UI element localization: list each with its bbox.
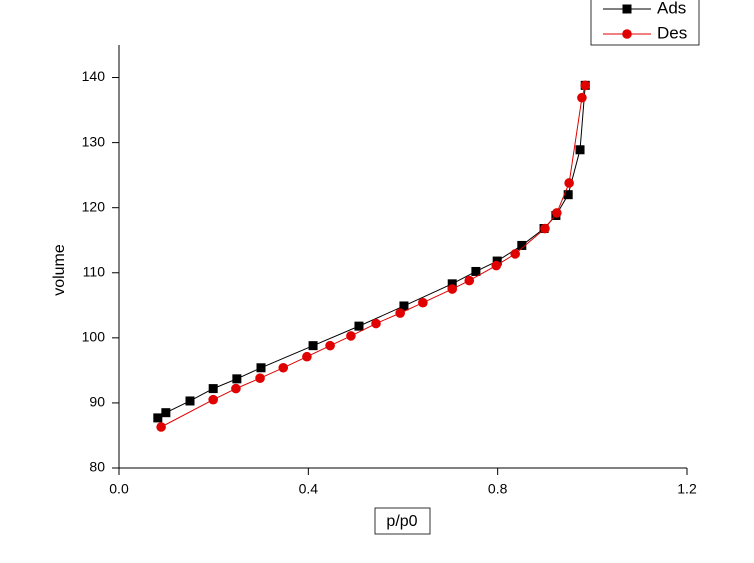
y-tick-label: 140 [82, 68, 106, 84]
data-point [302, 351, 312, 362]
y-tick-label: 100 [82, 329, 106, 345]
x-title-box [374, 507, 431, 535]
data-point [447, 284, 458, 294]
data-point [540, 223, 550, 234]
data-point [325, 340, 335, 351]
data-point [161, 408, 171, 418]
data-point [517, 240, 527, 250]
x-axis-title: p/p0 [386, 513, 417, 530]
data-point [354, 321, 364, 331]
data-point [471, 266, 481, 276]
data-point [231, 383, 241, 394]
y-tick-label: 90 [89, 394, 105, 410]
data-point [447, 279, 457, 289]
data-point [418, 297, 428, 308]
data-point [491, 260, 502, 271]
x-tick-label: 0.8 [488, 481, 508, 497]
series-line [157, 85, 586, 419]
data-point [552, 208, 562, 218]
data-point [208, 384, 218, 394]
data-point [399, 301, 409, 311]
data-point [278, 362, 289, 373]
data-point [563, 190, 573, 200]
x-tick-label: 0.4 [299, 481, 319, 497]
legend-marker [622, 4, 632, 14]
data-point [208, 394, 218, 405]
data-point [255, 373, 265, 383]
data-point [153, 413, 163, 423]
y-tick-label: 120 [82, 198, 106, 214]
data-point [564, 178, 574, 188]
legend-label: Ads [657, 0, 686, 17]
data-point [580, 80, 591, 91]
y-tick-label: 110 [83, 263, 106, 279]
data-point [510, 249, 520, 259]
data-point [371, 318, 381, 329]
x-tick-label: 1.2 [677, 481, 697, 497]
legend-marker [622, 29, 632, 39]
y-tick-label: 130 [82, 133, 106, 149]
x-tick-label: 0.0 [109, 481, 129, 497]
series-line [160, 85, 586, 428]
data-point [185, 396, 195, 406]
legend-box [590, 0, 700, 46]
y-tick-label: 80 [89, 459, 105, 475]
data-point [308, 341, 318, 351]
data-point [395, 308, 405, 318]
data-point [575, 145, 585, 155]
data-point [232, 374, 242, 384]
data-point [256, 363, 266, 373]
legend-label: Des [657, 23, 687, 42]
data-point [346, 331, 356, 341]
data-point [577, 92, 587, 103]
data-point [156, 422, 166, 432]
y-axis-title: volume [51, 244, 68, 296]
data-point [464, 275, 475, 286]
